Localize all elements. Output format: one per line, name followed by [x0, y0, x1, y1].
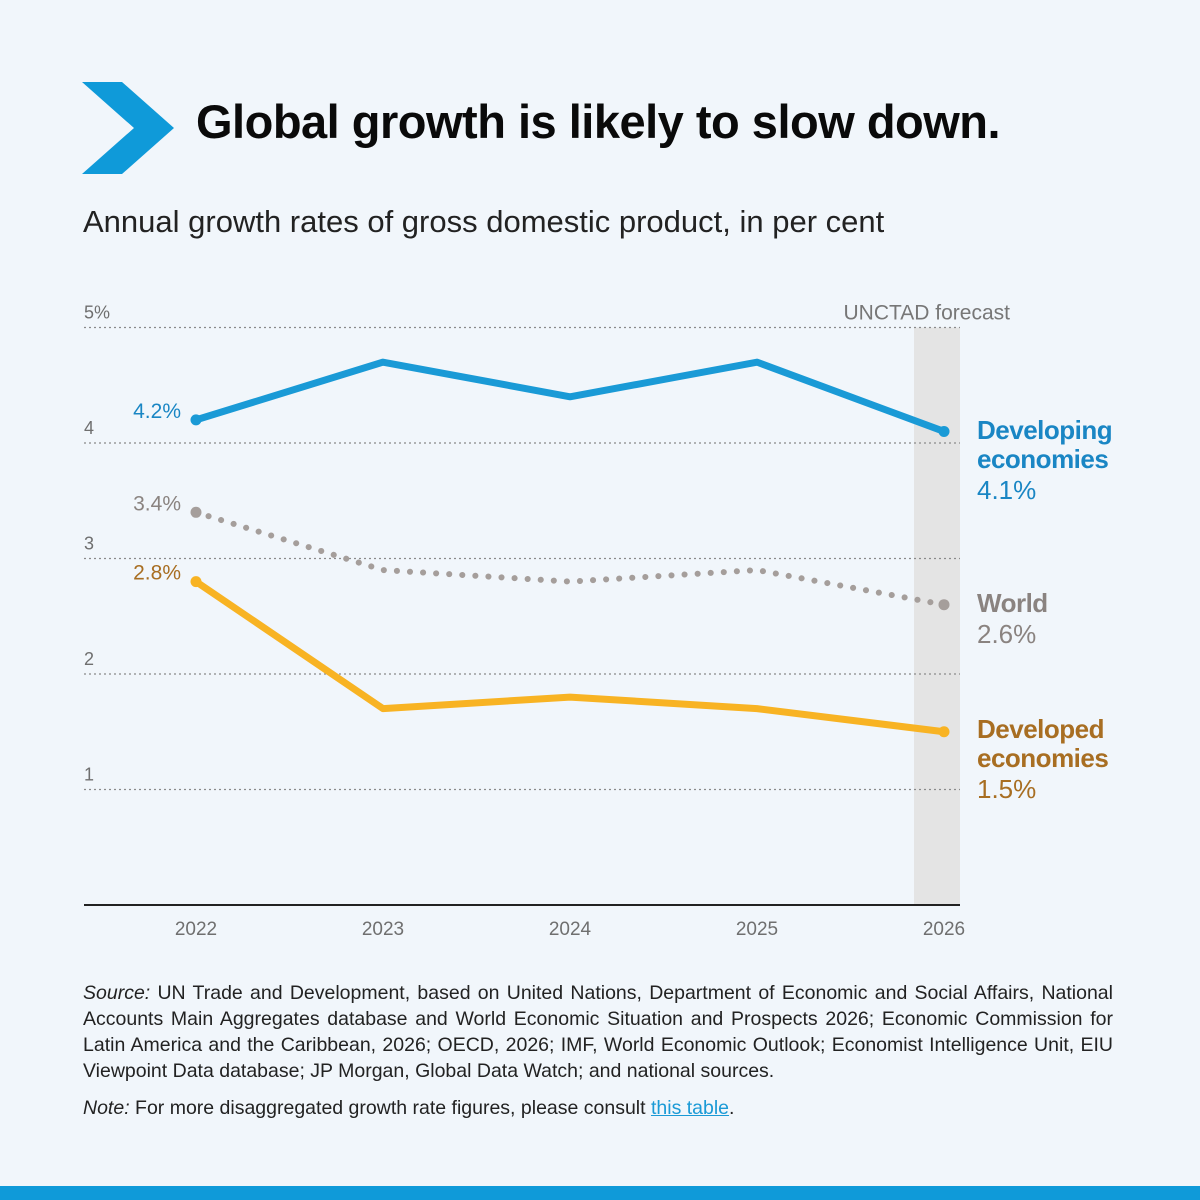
page-title: Global growth is likely to slow down.: [196, 95, 1001, 148]
source-note: Source: UN Trade and Development, based …: [83, 980, 1113, 1084]
series-points: [190, 414, 950, 738]
legend-developed-name-1: Developed: [977, 714, 1105, 744]
x-tick-label: 2024: [549, 919, 592, 940]
series-point-developing-economies: [190, 414, 202, 426]
start-value-label: 2.8%: [133, 562, 181, 585]
series-point-developed-economies: [938, 726, 950, 738]
legend-world-name: World: [977, 588, 1048, 618]
series-point-world: [190, 506, 202, 518]
gridlines: [84, 326, 960, 791]
note: Note: For more disaggregated growth rate…: [83, 1097, 1113, 1120]
x-axis-ticks: 2022 2023 2024 2025 2026: [175, 919, 965, 940]
chevron-right-icon: [82, 82, 174, 174]
start-value-label: 4.2%: [133, 400, 181, 423]
source-prefix: Source:: [83, 982, 151, 1004]
series-lines: [192, 358, 948, 736]
legend-developed-name-2: economies: [977, 743, 1109, 773]
x-tick-label: 2022: [175, 919, 217, 940]
series-line-developed-economies: [192, 578, 948, 736]
note-end: .: [729, 1097, 735, 1119]
note-text: For more disaggregated growth rate figur…: [129, 1097, 651, 1119]
x-tick-label: 2026: [923, 919, 965, 940]
legend-world-value: 2.6%: [977, 619, 1037, 649]
source-text: UN Trade and Development, based on Unite…: [83, 982, 1113, 1082]
series-point-developed-economies: [190, 576, 202, 588]
y-tick-label: 3: [84, 534, 94, 554]
series-point-world: [938, 599, 950, 611]
legend-world: World 2.6%: [977, 589, 1187, 651]
bottom-accent-bar: [0, 1186, 1200, 1200]
series-line-developing-economies: [192, 358, 948, 435]
y-tick-label: 1: [84, 765, 94, 785]
table-link[interactable]: this table: [650, 1097, 730, 1119]
header: Global growth is likely to slow down.: [82, 82, 1132, 174]
legend-developed-value: 1.5%: [977, 774, 1037, 804]
start-value-label: 3.4%: [133, 492, 181, 515]
x-tick-label: 2023: [362, 919, 404, 940]
series-line-world: [193, 509, 947, 608]
start-value-labels: 4.2% 3.4% 2.8%: [133, 400, 181, 585]
x-tick-label: 2025: [736, 919, 778, 940]
y-tick-label: 2: [84, 649, 94, 669]
legend-developing-name-1: Developing: [977, 415, 1113, 445]
legend-developing-value: 4.1%: [977, 475, 1037, 505]
forecast-label: UNCTAD forecast: [844, 302, 1011, 325]
legend-developing-name-2: economies: [977, 444, 1109, 474]
y-axis-ticks: 1 2 3 4 5%: [84, 303, 110, 785]
legend-developed: Developed economies 1.5%: [977, 715, 1187, 806]
chart-subtitle: Annual growth rates of gross domestic pr…: [83, 204, 885, 239]
series-point-developing-economies: [938, 425, 950, 437]
y-tick-label: 5%: [84, 303, 110, 323]
y-tick-label: 4: [84, 418, 94, 438]
note-prefix: Note:: [83, 1097, 130, 1119]
forecast-band: [914, 327, 960, 905]
legend-developing: Developing economies 4.1%: [977, 416, 1187, 507]
